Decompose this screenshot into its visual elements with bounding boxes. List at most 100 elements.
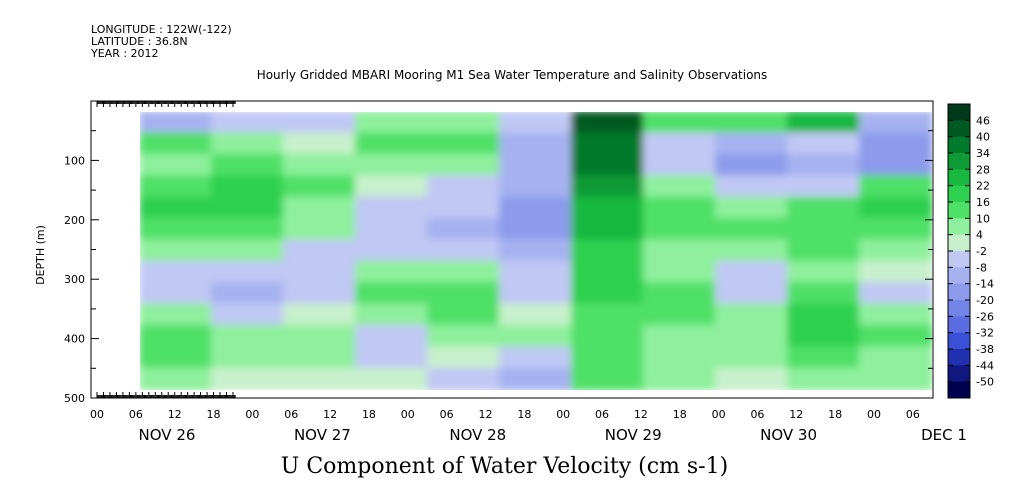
heatmap-cell bbox=[140, 346, 213, 370]
heatmap-cell bbox=[427, 324, 501, 349]
colorbar-swatch bbox=[948, 300, 970, 317]
heatmap-cell bbox=[211, 282, 285, 306]
heatmap-cell bbox=[643, 112, 717, 135]
x-tick-label: 12 bbox=[323, 408, 337, 421]
x-day-label: NOV 26 bbox=[139, 426, 196, 444]
y-tick-label: 200 bbox=[64, 214, 85, 227]
colorbar-tick-label: -2 bbox=[976, 245, 987, 258]
colorbar-tick-label: 28 bbox=[976, 163, 990, 176]
heatmap-cell bbox=[859, 217, 932, 242]
x-tick-label: 06 bbox=[440, 408, 454, 421]
heatmap-cell bbox=[787, 367, 861, 390]
colorbar-tick-label: 16 bbox=[976, 196, 990, 209]
x-axis-label: U Component of Water Velocity (cm s-1) bbox=[280, 454, 729, 479]
heatmap-cell bbox=[427, 260, 501, 285]
x-tick-label: 06 bbox=[906, 408, 920, 421]
heatmap-field bbox=[140, 112, 932, 390]
colorbar-tick-label: 40 bbox=[976, 131, 990, 144]
heatmap-cell bbox=[283, 324, 357, 349]
heatmap-cell bbox=[211, 260, 285, 285]
heatmap-cell bbox=[283, 132, 357, 156]
heatmap-cell bbox=[283, 282, 357, 306]
heatmap-cell bbox=[715, 324, 789, 349]
heatmap-cell bbox=[355, 346, 429, 370]
heatmap-cell bbox=[283, 153, 357, 178]
heatmap-cell bbox=[643, 175, 717, 199]
heatmap-cell bbox=[859, 346, 932, 370]
x-tick-label: 18 bbox=[517, 408, 531, 421]
heatmap-cell bbox=[499, 303, 573, 327]
heatmap-cell bbox=[427, 132, 501, 156]
heatmap-cell bbox=[643, 324, 717, 349]
x-tick-label: 06 bbox=[595, 408, 609, 421]
heatmap-cell bbox=[787, 132, 861, 156]
x-tick-label: 12 bbox=[479, 408, 493, 421]
heatmap-cell bbox=[499, 196, 573, 220]
heatmap-cell bbox=[787, 346, 861, 370]
x-tick-label: 00 bbox=[556, 408, 570, 421]
heatmap-cell bbox=[499, 324, 573, 349]
latitude-label: LATITUDE : 36.8N bbox=[91, 35, 188, 48]
colorbar-tick-label: 4 bbox=[976, 229, 983, 242]
colorbar-swatch bbox=[948, 153, 970, 170]
colorbar-swatch bbox=[948, 251, 970, 268]
heatmap-cell bbox=[355, 153, 429, 178]
heatmap-cell bbox=[427, 112, 501, 135]
heatmap-cell bbox=[859, 112, 932, 135]
colorbar-tick-label: -38 bbox=[976, 343, 994, 356]
heatmap-cell bbox=[211, 346, 285, 370]
heatmap-cell bbox=[499, 346, 573, 370]
heatmap-cell bbox=[643, 132, 717, 156]
heatmap-cell bbox=[211, 324, 285, 349]
heatmap-cell bbox=[140, 367, 213, 390]
heatmap-cell bbox=[715, 153, 789, 178]
x-tick-label: 18 bbox=[362, 408, 376, 421]
heatmap-cell bbox=[499, 282, 573, 306]
colorbar-swatch bbox=[948, 202, 970, 219]
colorbar-tick-label: -20 bbox=[976, 294, 994, 307]
heatmap-cell bbox=[787, 112, 861, 135]
heatmap-cell bbox=[571, 346, 645, 370]
heatmap-cell bbox=[571, 132, 645, 156]
heatmap-cell bbox=[211, 112, 285, 135]
colorbar-tick-label: -50 bbox=[976, 376, 994, 389]
heatmap-cell bbox=[211, 132, 285, 156]
heatmap-cell bbox=[859, 303, 932, 327]
axes: 100 200 300 400 500 00 06 12 18 00 06 12 18 00 06 12 18 0… bbox=[64, 100, 967, 444]
x-tick-label: 00 bbox=[401, 408, 415, 421]
heatmap-cell bbox=[427, 346, 501, 370]
heatmap-cell bbox=[859, 282, 932, 306]
colorbar-tick-label: -44 bbox=[976, 359, 994, 372]
heatmap-cell bbox=[355, 196, 429, 220]
heatmap-cell bbox=[571, 282, 645, 306]
heatmap-cell bbox=[787, 217, 861, 242]
heatmap-cell bbox=[859, 132, 932, 156]
heatmap-cell bbox=[715, 303, 789, 327]
y-tick-label: 100 bbox=[64, 154, 85, 167]
heatmap-cell bbox=[499, 112, 573, 135]
heatmap-cell bbox=[283, 217, 357, 242]
y-tick-label: 400 bbox=[64, 333, 85, 346]
x-day-label: NOV 29 bbox=[605, 426, 662, 444]
heatmap-cell bbox=[715, 196, 789, 220]
heatmap-cell bbox=[715, 367, 789, 390]
heatmap-cell bbox=[427, 239, 501, 263]
heatmap-cell bbox=[355, 324, 429, 349]
heatmap-cell bbox=[787, 303, 861, 327]
heatmap-cell bbox=[643, 196, 717, 220]
x-tick-label: 12 bbox=[789, 408, 803, 421]
heatmap-cell bbox=[859, 367, 932, 390]
y-tick-label: 300 bbox=[64, 273, 85, 286]
heatmap-cell bbox=[283, 175, 357, 199]
heatmap-cell bbox=[283, 367, 357, 390]
heatmap-cell bbox=[643, 239, 717, 263]
heatmap-cell bbox=[283, 303, 357, 327]
heatmap-cell bbox=[355, 282, 429, 306]
heatmap-cell bbox=[571, 217, 645, 242]
heatmap-cell bbox=[859, 196, 932, 220]
heatmap-cell bbox=[283, 196, 357, 220]
heatmap-cell bbox=[571, 112, 645, 135]
x-day-label: NOV 27 bbox=[294, 426, 351, 444]
heatmap-cell bbox=[427, 282, 501, 306]
